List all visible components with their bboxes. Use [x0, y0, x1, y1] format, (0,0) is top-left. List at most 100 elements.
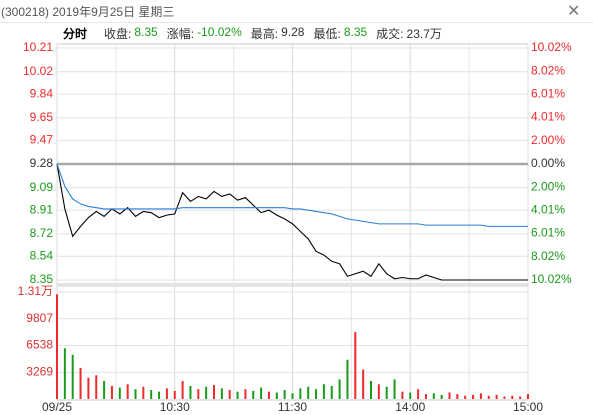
info-item: 涨幅:: [166, 27, 195, 41]
y-tick-label: 8.54: [30, 248, 54, 262]
y2-tick-label: 4.01%: [531, 203, 565, 217]
volume-bar: [456, 394, 459, 399]
volume-bar: [165, 388, 168, 399]
volume-bar: [95, 375, 98, 399]
volume-bar: [346, 359, 349, 399]
volume-bar: [142, 386, 145, 399]
y2-tick-label: 6.01%: [531, 87, 565, 101]
y-tick-label: 10.02: [23, 64, 53, 78]
y2-tick-label: 8.02%: [531, 249, 565, 263]
info-item: 分时: [63, 27, 88, 41]
volume-bar: [252, 390, 255, 399]
y2-tick-label: 2.00%: [531, 179, 565, 193]
info-item: 8.35: [343, 25, 368, 39]
volume-bar: [424, 394, 427, 399]
volume-bar: [189, 385, 192, 399]
y-tick-label: 6538: [26, 338, 53, 352]
volume-bar: [472, 394, 475, 399]
title-bar: (300218) 2019年9月25日 星期三 ✕: [0, 0, 593, 23]
volume-bar: [71, 354, 74, 399]
volume-bar: [126, 384, 129, 399]
volume-bar: [464, 395, 467, 399]
volume-bar: [158, 391, 161, 399]
info-bar: 分时 收盘: 8.35 涨幅: -10.02% 最高: 9.28 最低: 8.35 成交: 23.7…: [63, 25, 442, 41]
y-tick-label: 9.09: [30, 180, 54, 194]
volume-bar: [354, 331, 357, 399]
y-tick-label: 9.28: [30, 156, 54, 170]
volume-bar: [393, 379, 396, 399]
info-item: 最低:: [313, 27, 341, 41]
volume-bar: [213, 385, 215, 399]
info-item: 最高:: [250, 27, 279, 41]
volume-bar: [299, 388, 302, 399]
volume-bar: [134, 389, 137, 399]
y-tick-label: 1.31万: [18, 284, 53, 298]
volume-bar: [487, 395, 490, 399]
volume-bar: [519, 396, 522, 399]
volume-bar: [103, 380, 106, 399]
volume-bar: [79, 367, 82, 399]
volume-bar: [307, 386, 310, 399]
volume-bar: [197, 389, 200, 399]
x-tick-label: 15:00: [513, 400, 543, 414]
volume-bar: [63, 348, 66, 399]
x-tick-label: 11:30: [278, 400, 307, 414]
info-item: 23.7万: [406, 27, 442, 41]
volume-bar: [205, 386, 208, 399]
volume-bar: [479, 393, 482, 399]
close-button[interactable]: ✕: [567, 3, 581, 20]
volume-bar: [322, 384, 325, 399]
volume-bar: [503, 396, 506, 399]
volume-bar: [283, 389, 286, 399]
y2-tick-label: 8.02%: [531, 63, 565, 77]
y2-tick-label: 4.01%: [531, 110, 565, 124]
volume-bar: [432, 393, 435, 399]
volume-bar: [315, 389, 318, 399]
volume-bar: [370, 380, 372, 399]
info-item: 成交:: [376, 27, 404, 41]
info-item: 收盘:: [104, 27, 132, 41]
volume-bar: [236, 391, 239, 399]
volume-bar: [87, 377, 90, 399]
volume-bar: [385, 386, 388, 399]
price-line: [56, 163, 528, 227]
y-tick-label: 9.65: [30, 110, 54, 124]
info-item: -10.02%: [197, 25, 242, 39]
volume-bar: [495, 394, 498, 399]
volume-bar: [267, 391, 270, 399]
volume-bar: [511, 395, 514, 399]
volume-bar: [110, 385, 113, 399]
y-tick-label: 10.21: [23, 40, 53, 54]
volume-bar: [409, 392, 412, 399]
info-item: 8.35: [134, 25, 158, 39]
y2-tick-label: 10.02%: [531, 272, 572, 286]
volume-bar: [244, 389, 247, 399]
y-tick-label: 8.35: [30, 272, 54, 286]
volume-bar: [527, 394, 529, 399]
y2-tick-label: 0.00%: [531, 156, 565, 170]
volume-bar: [150, 389, 153, 399]
volume-bar: [401, 391, 404, 399]
volume-bar: [338, 379, 341, 399]
y-tick-label: 8.72: [30, 226, 54, 240]
volume-bar: [362, 369, 365, 399]
volume-bar: [417, 389, 420, 399]
y-tick-label: 3269: [26, 364, 53, 378]
y-tick-label: 9.47: [30, 132, 54, 146]
y-tick-label: 9.84: [30, 86, 54, 100]
x-tick-label: 14:00: [395, 400, 425, 414]
y-tick-label: 8.91: [30, 202, 54, 216]
x-tick-label: 10:30: [160, 400, 190, 414]
volume-bar: [220, 388, 223, 399]
y2-tick-label: 10.02%: [531, 40, 572, 54]
volume-bar: [275, 392, 278, 399]
volume-bar: [181, 380, 184, 399]
info-item: 9.28: [281, 25, 305, 39]
price-line: [56, 163, 528, 281]
volume-bar: [173, 390, 176, 399]
y2-tick-label: 2.00%: [531, 133, 565, 147]
x-tick-label: 09/25: [42, 400, 72, 414]
y2-tick-label: 6.01%: [531, 226, 565, 240]
